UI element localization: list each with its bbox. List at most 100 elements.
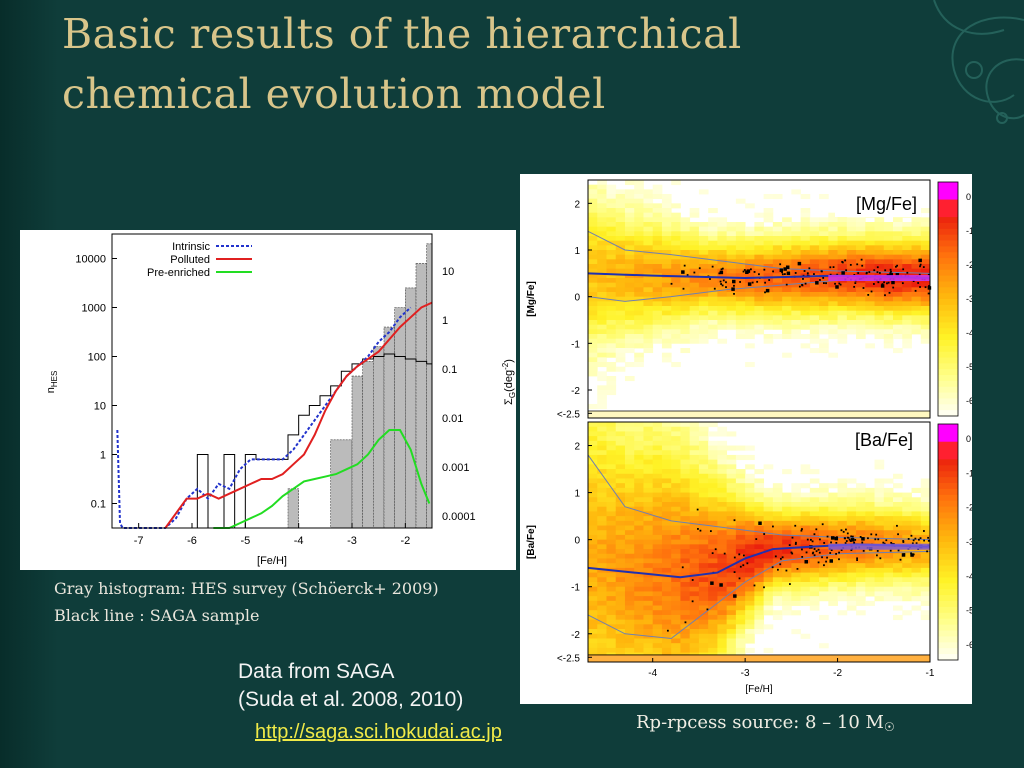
observation-point	[781, 271, 783, 274]
series-line-pre-enriched	[213, 429, 431, 529]
observation-point	[882, 541, 885, 544]
observation-point	[801, 555, 804, 558]
y-axis-label: nHES	[45, 371, 59, 394]
colorbar-tick-label: -5	[966, 362, 972, 372]
observation-point	[927, 286, 932, 290]
observation-point	[902, 541, 905, 543]
observation-point	[902, 540, 905, 542]
observation-point	[779, 563, 782, 566]
observation-point	[785, 569, 788, 572]
observation-point	[887, 281, 890, 284]
observation-point	[885, 539, 888, 542]
observation-point	[841, 261, 844, 264]
observation-point	[876, 554, 878, 557]
decorative-swirl	[933, 0, 1024, 124]
observation-point	[813, 273, 815, 275]
observation-point	[927, 292, 930, 295]
observation-point	[806, 538, 809, 541]
y-axis-label: [Ba/Fe]	[526, 525, 537, 559]
observation-point	[917, 282, 920, 284]
sun-symbol: ☉	[883, 720, 895, 734]
x-tick-label: -1	[926, 668, 935, 679]
observation-point	[819, 538, 821, 541]
observation-point	[772, 270, 774, 273]
plot-frame	[111, 233, 433, 529]
observation-point	[912, 553, 915, 556]
observation-point	[838, 558, 840, 561]
observation-point	[739, 281, 741, 283]
observation-point	[794, 524, 797, 527]
observation-point	[861, 537, 865, 541]
observation-point	[912, 280, 915, 282]
saga-link[interactable]: http://saga.sci.hokudai.ac.jp	[255, 721, 502, 743]
caption-histogram: Gray histogram: HES survey (Schöerck+ 20…	[54, 579, 439, 598]
observation-point	[829, 552, 832, 554]
observation-point	[883, 281, 885, 284]
observation-point	[890, 270, 892, 273]
observation-point	[877, 538, 880, 541]
observation-point	[830, 536, 835, 540]
observation-point	[856, 557, 858, 560]
observation-point	[919, 265, 921, 268]
hes-histogram-bar	[394, 307, 406, 529]
observation-point	[857, 272, 860, 274]
observation-point	[820, 270, 823, 273]
observation-point	[751, 281, 754, 284]
observation-point	[853, 274, 856, 276]
legend-label: Intrinsic	[172, 241, 210, 253]
observation-point	[821, 523, 824, 526]
observation-point	[902, 268, 905, 271]
observation-point	[696, 508, 699, 511]
observation-point	[682, 287, 685, 290]
observation-point	[823, 542, 826, 544]
observation-point	[733, 292, 735, 295]
y-tick-label: 0	[574, 293, 580, 304]
observation-point	[861, 541, 864, 544]
observation-point	[718, 272, 721, 275]
colorbar-tick-label: -6	[966, 396, 972, 406]
observation-point	[801, 284, 804, 287]
x-tick-label: -3	[347, 535, 357, 547]
observation-point	[787, 272, 790, 275]
observation-point	[895, 265, 897, 268]
observation-point	[867, 293, 870, 296]
observation-point	[742, 554, 745, 557]
observation-point	[836, 273, 839, 276]
observation-point	[896, 524, 898, 527]
observation-point	[918, 538, 920, 541]
y-tick-label: 0.1	[91, 499, 106, 511]
observation-point	[879, 557, 882, 560]
observation-point	[720, 283, 723, 285]
observation-point	[765, 288, 770, 293]
observation-point	[819, 279, 821, 281]
observation-point	[693, 271, 696, 274]
observation-point	[865, 271, 868, 274]
observation-point	[845, 528, 847, 531]
observation-point	[899, 558, 902, 561]
observation-point	[878, 272, 881, 274]
observation-point	[815, 528, 818, 531]
x-tick-label: -3	[741, 668, 750, 679]
observation-point	[709, 530, 712, 533]
observation-point	[823, 282, 825, 284]
y-tick-label: 1	[574, 246, 580, 257]
observation-point	[896, 264, 899, 267]
x-tick-label: -2	[400, 535, 410, 547]
observation-point	[927, 539, 930, 542]
series-line-polluted	[164, 301, 433, 529]
plot-frame	[587, 421, 931, 663]
observation-point	[743, 269, 746, 271]
observation-point	[848, 538, 851, 541]
observation-point	[881, 283, 884, 286]
observation-point	[791, 552, 794, 555]
observation-point	[732, 279, 736, 284]
colorbar-tick-label: -4	[966, 571, 972, 581]
observation-point	[889, 268, 892, 271]
colorbar-tick-label: -3	[966, 294, 972, 304]
observation-point	[706, 608, 709, 611]
observation-point	[835, 552, 838, 555]
y2-tick-label: 0.0001	[442, 511, 476, 523]
observation-point	[785, 265, 790, 270]
observation-point	[843, 537, 846, 540]
observation-point	[719, 280, 722, 283]
